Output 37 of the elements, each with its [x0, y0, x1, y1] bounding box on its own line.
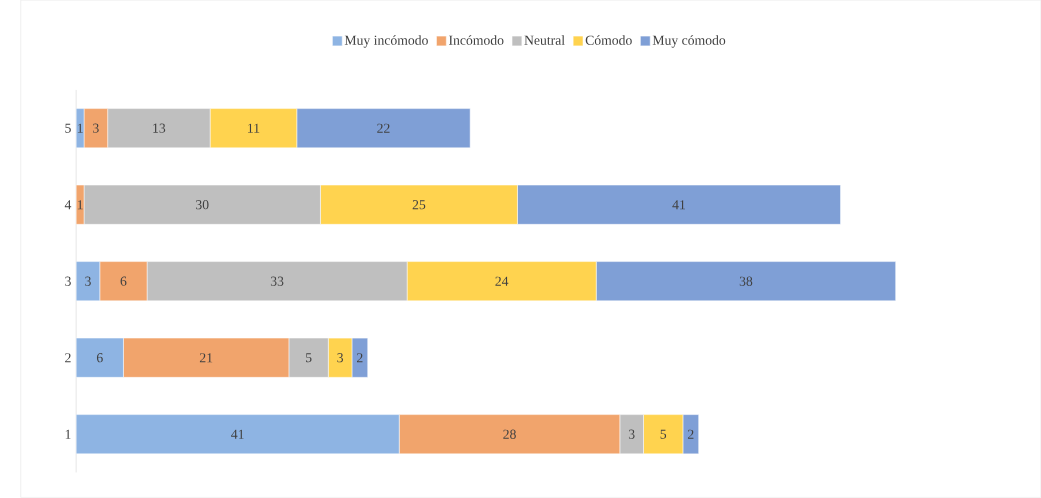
y-tick-label: 3	[65, 276, 71, 286]
bar	[398, 414, 621, 455]
data-label: 3	[93, 123, 99, 133]
y-tick-label: 5	[65, 123, 71, 133]
legend-label: Cómodo	[585, 35, 632, 46]
legend-label: Neutral	[524, 35, 565, 45]
data-label: 3	[628, 429, 635, 439]
data-label: 6	[120, 276, 127, 286]
data-label: 6	[96, 353, 103, 363]
data-label: 24	[495, 276, 509, 286]
bar	[123, 338, 290, 378]
data-label: 33	[270, 276, 284, 286]
data-label: 25	[412, 200, 426, 210]
data-label: 5	[660, 429, 667, 439]
data-label: 1	[77, 123, 83, 133]
y-tick-label: 2	[65, 353, 71, 363]
legend-label: Muy cómodo	[652, 35, 726, 48]
data-label: 1	[77, 200, 83, 210]
data-label: 38	[739, 276, 753, 286]
data-label: 28	[503, 429, 516, 439]
y-tick-label: 4	[64, 200, 72, 210]
data-label: 21	[199, 353, 213, 363]
data-label: 41	[231, 429, 244, 439]
legend-label: Incómodo	[448, 35, 504, 46]
legend-label: Muy incómodo	[344, 35, 428, 48]
data-label: 3	[85, 276, 91, 286]
data-label: 2	[687, 429, 694, 439]
bar	[99, 261, 148, 302]
data-label: 30	[196, 200, 209, 210]
data-label: 11	[248, 123, 260, 133]
data-label: 13	[153, 123, 166, 133]
data-label: 22	[377, 123, 390, 133]
data-label: 3	[337, 353, 344, 363]
y-tick-label: 1	[65, 429, 71, 439]
data-label: 2	[357, 353, 363, 363]
data-label: 41	[672, 200, 685, 210]
data-label: 5	[305, 353, 312, 363]
